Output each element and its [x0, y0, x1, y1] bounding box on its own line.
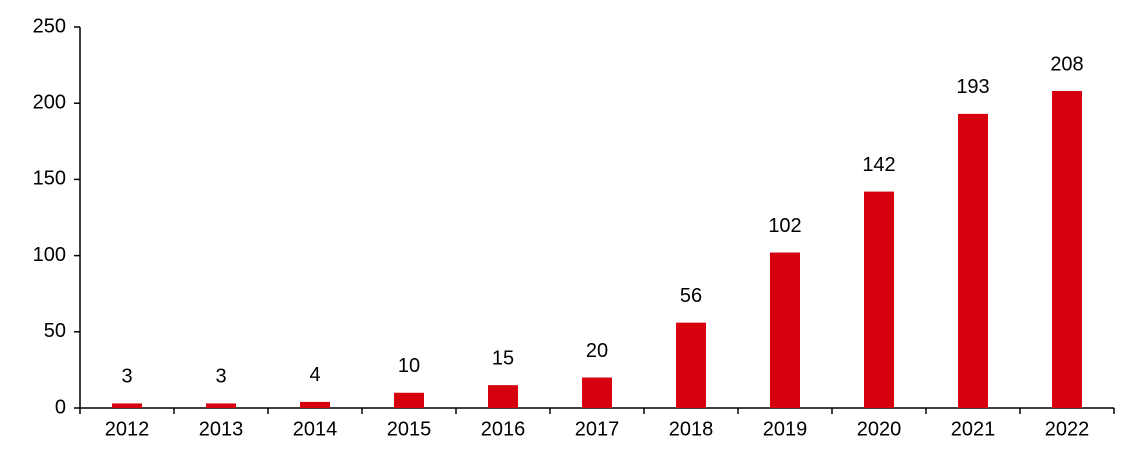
bar [864, 191, 894, 408]
x-tick-label: 2016 [481, 418, 526, 440]
x-tick-label: 2012 [105, 418, 150, 440]
bar [770, 252, 800, 408]
y-tick-label: 250 [33, 15, 66, 37]
x-tick-label: 2015 [387, 418, 432, 440]
data-label: 4 [309, 364, 320, 386]
data-label: 193 [956, 76, 989, 98]
y-tick-label: 200 [33, 91, 66, 113]
data-label: 15 [492, 347, 514, 369]
x-tick-label: 2021 [951, 418, 996, 440]
bar [488, 385, 518, 408]
y-tick-label: 50 [44, 320, 66, 342]
x-tick-label: 2022 [1045, 418, 1090, 440]
bar [206, 403, 236, 408]
data-label: 208 [1050, 53, 1083, 75]
data-label: 102 [768, 215, 801, 237]
data-label: 3 [121, 366, 132, 388]
data-label: 3 [215, 366, 226, 388]
y-tick-label: 100 [33, 244, 66, 266]
x-tick-label: 2020 [857, 418, 902, 440]
data-label: 142 [862, 154, 895, 176]
x-tick-label: 2017 [575, 418, 620, 440]
x-tick-label: 2018 [669, 418, 714, 440]
data-label: 56 [680, 285, 702, 307]
x-tick-label: 2013 [199, 418, 244, 440]
bar [582, 377, 612, 408]
data-label: 20 [586, 340, 608, 362]
bar [676, 322, 706, 408]
bar [1052, 91, 1082, 409]
y-tick-label: 150 [33, 168, 66, 190]
data-label: 10 [398, 355, 420, 377]
bar [958, 113, 988, 409]
bar [394, 392, 424, 408]
bar [300, 401, 330, 408]
y-tick-label: 0 [55, 396, 66, 418]
x-tick-label: 2019 [763, 418, 808, 440]
bar [112, 403, 142, 408]
x-tick-label: 2014 [293, 418, 338, 440]
